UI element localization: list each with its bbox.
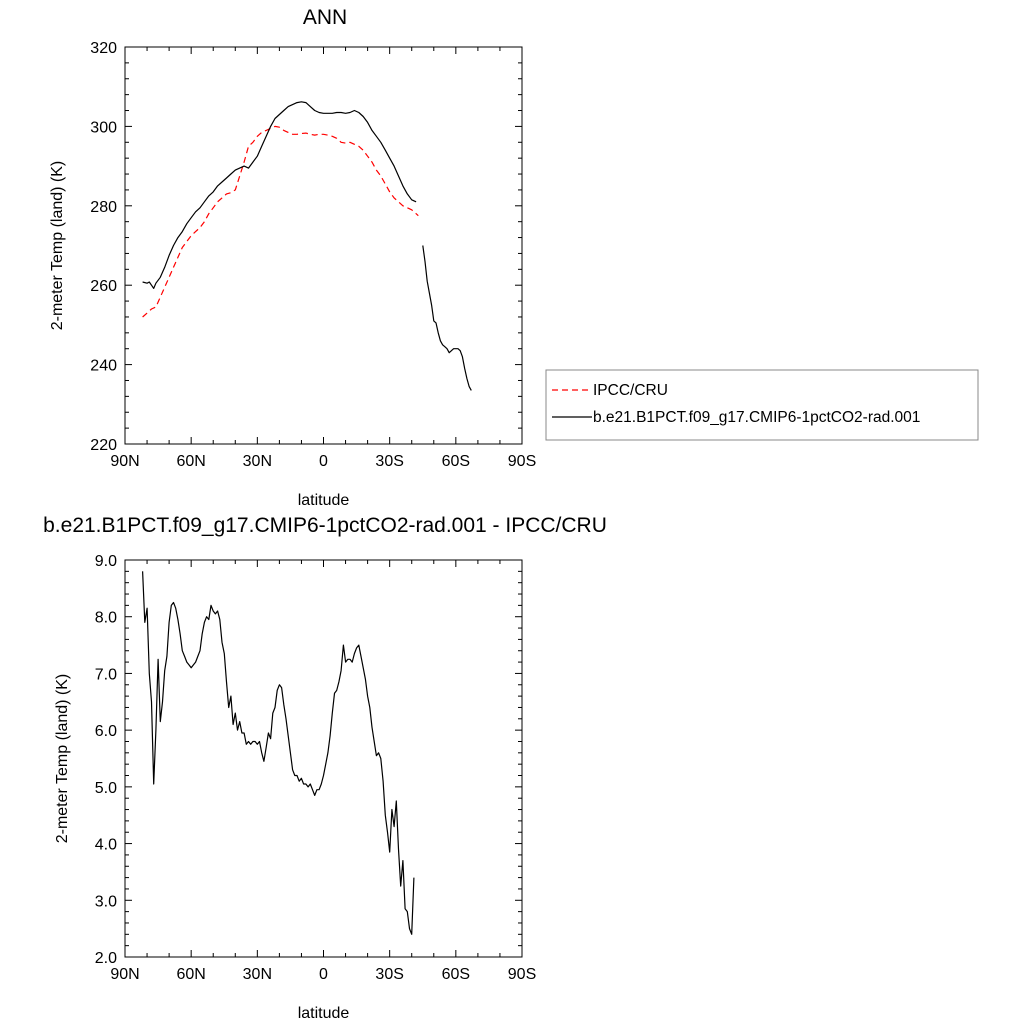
x-tick-label: 60S	[442, 966, 470, 983]
series-line-1-seg-1	[142, 571, 415, 935]
x-tick-label: 60N	[176, 453, 205, 470]
y-tick-label: 6.0	[95, 723, 117, 740]
x-tick-label: 90S	[508, 453, 536, 470]
y-tick-label: 300	[90, 119, 117, 136]
y-axis-label: 2-meter Temp (land) (K)	[54, 674, 71, 844]
chart-title: b.e21.B1PCT.f09_g17.CMIP6-1pctCO2-rad.00…	[43, 514, 607, 537]
legend-box	[545, 369, 979, 441]
x-tick-label: 30N	[243, 453, 272, 470]
x-tick-label: 30S	[375, 966, 403, 983]
chart-panel-2: b.e21.B1PCT.f09_g17.CMIP6-1pctCO2-rad.00…	[43, 514, 607, 1022]
chart-title: ANN	[303, 6, 347, 29]
y-tick-label: 220	[90, 437, 117, 454]
y-tick-label: 7.0	[95, 666, 117, 683]
x-tick-label: 90N	[110, 453, 139, 470]
x-tick-label: 60S	[442, 453, 470, 470]
y-tick-label: 5.0	[95, 780, 117, 797]
legend: IPCC/CRU b.e21.B1PCT.f09_g17.CMIP6-1pctCO…	[545, 369, 979, 441]
x-tick-label: 0	[319, 453, 328, 470]
x-tick-label: 30N	[243, 966, 272, 983]
plot-frame	[124, 559, 523, 958]
series-line-1-seg-1	[142, 125, 419, 318]
y-tick-label: 3.0	[95, 893, 117, 910]
y-tick-label: 260	[90, 278, 117, 295]
x-tick-label: 60N	[176, 966, 205, 983]
y-tick-label: 4.0	[95, 837, 117, 854]
legend-label: b.e21.B1PCT.f09_g17.CMIP6-1pctCO2-rad.00…	[593, 409, 920, 426]
x-axis-label: latitude	[298, 492, 350, 509]
chart-panel-1: ANN 90N 60N 30N 0 30S 60S 90S 220 240 260 280 300 320…	[49, 6, 979, 509]
legend-label: IPCC/CRU	[593, 382, 668, 399]
y-tick-label: 8.0	[95, 610, 117, 627]
x-tick-label: 90S	[508, 966, 536, 983]
x-tick-label: 30S	[375, 453, 403, 470]
y-axis-label: 2-meter Temp (land) (K)	[49, 161, 66, 331]
y-tick-label: 240	[90, 358, 117, 375]
x-tick-label: 0	[319, 966, 328, 983]
series-line-2-seg-2	[422, 245, 472, 391]
x-axis-label: latitude	[298, 1005, 350, 1022]
y-tick-label: 320	[90, 40, 117, 57]
y-tick-label: 9.0	[95, 553, 117, 570]
y-tick-label: 2.0	[95, 950, 117, 967]
series-line-2-seg-1	[142, 101, 417, 289]
y-tick-label: 280	[90, 199, 117, 216]
x-tick-label: 90N	[110, 966, 139, 983]
